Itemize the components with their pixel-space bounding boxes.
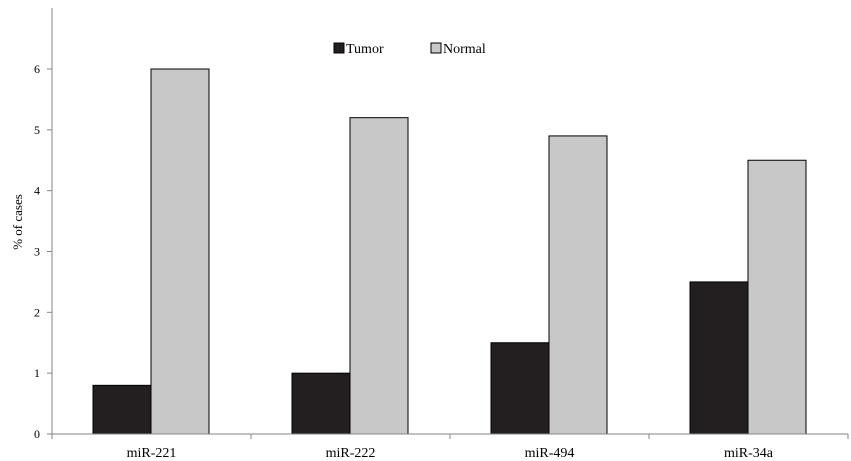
bar-normal-mir-34a <box>747 159 807 435</box>
y-tick-label: 6 <box>34 62 40 76</box>
bar-tumor-mir-494 <box>490 342 550 435</box>
x-category-label: miR-34a <box>724 446 774 461</box>
x-category-label: miR-221 <box>127 446 177 461</box>
y-tick-label: 2 <box>34 305 40 319</box>
bar-normal-mir-221 <box>150 68 210 435</box>
x-category-label: miR-494 <box>525 446 575 461</box>
bar-normal-mir-222 <box>349 117 409 435</box>
bars-layer <box>92 68 807 435</box>
bar-tumor-mir-34a <box>689 281 749 435</box>
y-tick-label: 4 <box>34 184 40 198</box>
legend-swatch-tumor <box>333 42 345 54</box>
y-axis-title: % of cases <box>10 194 25 250</box>
y-tick-label: 3 <box>34 245 40 259</box>
bar-normal-mir-494 <box>548 135 608 435</box>
legend-label-tumor: Tumor <box>346 42 384 57</box>
legend: Tumor Normal <box>333 42 486 57</box>
legend-swatch-normal <box>430 42 442 54</box>
x-category-label: miR-222 <box>326 446 376 461</box>
y-tick-label: 0 <box>34 427 40 441</box>
y-tick-label: 1 <box>34 366 40 380</box>
bar-tumor-mir-221 <box>92 384 152 435</box>
legend-label-normal: Normal <box>443 42 486 57</box>
y-tick-label: 5 <box>34 123 40 137</box>
bar-tumor-mir-222 <box>291 372 351 435</box>
axes-layer: 0 1 2 3 4 5 6 miR-221 miR-222 miR-494 miR-34a <box>34 8 849 461</box>
